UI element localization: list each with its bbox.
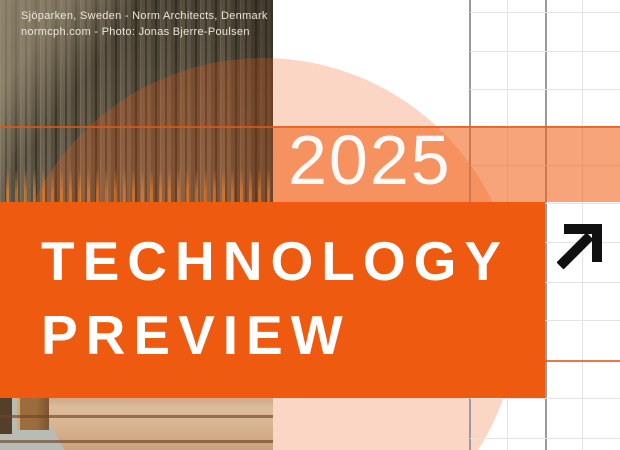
photo-slit-lights	[0, 168, 273, 202]
photo-credit: Sjöparken, Sweden - Norm Architects, Den…	[21, 8, 268, 40]
photo-credit-line2: normcph.com - Photo: Jonas Bjerre-Poulse…	[21, 26, 250, 38]
grid-vline-dark	[544, 0, 547, 450]
poster-title: TECHNOLOGY PREVIEW	[41, 224, 509, 372]
photo-credit-line1: Sjöparken, Sweden - Norm Architects, Den…	[21, 10, 268, 22]
photo-light-wedge	[0, 0, 273, 200]
year-text: 2025	[288, 121, 452, 199]
grid-hline	[470, 241, 620, 243]
title-line2: PREVIEW	[41, 304, 351, 366]
grid-hline	[470, 89, 620, 91]
grid-hline	[470, 438, 620, 440]
arrow-up-right-icon	[557, 224, 602, 269]
title-line1: TECHNOLOGY	[41, 230, 510, 292]
grid-hline	[470, 281, 620, 283]
deck-seam	[0, 440, 273, 443]
furniture-post	[17, 396, 49, 430]
deck-seam	[0, 415, 273, 418]
title-band: TECHNOLOGY PREVIEW	[0, 202, 545, 398]
grid-hline	[470, 398, 620, 400]
grid-hline	[470, 203, 620, 205]
grid-hline	[470, 320, 620, 321]
grid-hline	[470, 50, 620, 52]
year-band: 2025	[273, 121, 620, 202]
deck-floor	[0, 396, 273, 450]
grid-hline	[470, 12, 620, 13]
